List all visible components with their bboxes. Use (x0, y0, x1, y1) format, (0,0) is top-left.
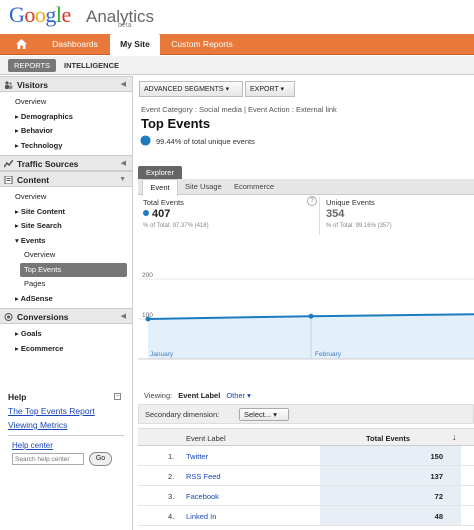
help-link-top-events[interactable]: The Top Events Report (8, 406, 95, 416)
dropdown-arrow-icon: ▾ (280, 86, 284, 93)
sidebar-section-traffic-sources[interactable]: Traffic Sources ◀ (0, 155, 132, 171)
tab-site-usage[interactable]: Site Usage (185, 182, 222, 191)
metric-total-events[interactable]: Total Events 407 % of Total: 97.37% (418… (138, 197, 320, 235)
viewing-event-label[interactable]: Event Label (178, 391, 221, 400)
table-row: 3. Facebook 72 (138, 486, 474, 506)
sidebar-item-technology[interactable]: ▸ Technology (15, 140, 63, 150)
sidebar-item-demographics[interactable]: ▸ Demographics (15, 111, 73, 121)
intelligence-tab[interactable]: INTELLIGENCE (64, 61, 120, 70)
viewing-bar: Viewing: Event Label Other ▾ (144, 391, 251, 400)
x-tick-label: February (315, 351, 342, 358)
secondary-dimension-select[interactable]: Select... ▾ (239, 408, 289, 421)
dropdown-arrow-icon: ▾ (225, 86, 230, 93)
sidebar-section-content[interactable]: Content ▼ (0, 171, 132, 187)
sidebar-item-events[interactable]: ▾ Events (15, 235, 46, 245)
sidebar-item-site-search[interactable]: ▸ Site Search (15, 221, 62, 230)
table-row: 2. RSS Feed 137 (138, 466, 474, 486)
event-label-link[interactable]: Twitter (186, 452, 209, 461)
conversions-icon (4, 313, 13, 321)
main-nav: Dashboards My Site Custom Reports (0, 34, 474, 56)
beta-badge: beta (118, 22, 132, 29)
explorer-tab[interactable]: Explorer (138, 166, 182, 179)
y-tick-label: 100 (142, 312, 153, 319)
minimize-icon[interactable]: – (114, 393, 121, 400)
tab-ecommerce[interactable]: Ecommerce (234, 182, 275, 191)
column-event-label[interactable]: Event Label (186, 434, 226, 443)
sidebar: Visitors ◀ Overview ▸ Demographics ▸ Beh… (0, 76, 133, 530)
sidebar-item-ecommerce[interactable]: ▸ Ecommerce (15, 343, 64, 353)
sidebar-item-adsense[interactable]: ▸ AdSense (15, 293, 53, 303)
sort-desc-icon[interactable]: ↓ (452, 432, 457, 442)
y-tick-label: 200 (142, 272, 153, 279)
traffic-icon (4, 160, 13, 168)
product-name: Analytics (86, 7, 155, 26)
sidebar-item-visitors-overview[interactable]: Overview (15, 97, 47, 106)
data-point (308, 313, 314, 319)
pie-icon (140, 135, 151, 146)
events-chart[interactable]: 200 100 January February (138, 259, 474, 373)
google-logo[interactable]: Google (9, 2, 71, 27)
viewing-other-dropdown[interactable]: Other ▾ (226, 391, 251, 400)
go-button[interactable]: Go (89, 452, 112, 466)
reports-tab[interactable]: REPORTS (8, 59, 56, 72)
sidebar-item-site-content[interactable]: ▸ Site Content (15, 206, 66, 216)
sidebar-item-behavior[interactable]: ▸ Behavior (15, 126, 53, 135)
table-row: 4. Linked In 48 (138, 506, 474, 526)
page-title: Top Events (141, 116, 211, 131)
sidebar-item-events-overview[interactable]: Overview (24, 250, 56, 259)
event-label-link[interactable]: Facebook (186, 492, 219, 501)
collapse-icon[interactable]: ◀ (120, 313, 126, 320)
divider (8, 435, 124, 436)
percent-total: 99.44% of total unique events (156, 137, 255, 146)
event-label-link[interactable]: Linked In (186, 512, 217, 521)
series-dot (143, 210, 149, 216)
tab-event[interactable]: Event (142, 179, 178, 196)
advanced-segments-button[interactable]: ADVANCED SEGMENTS ▾ (139, 81, 243, 97)
x-tick-label: January (150, 351, 174, 358)
people-icon (5, 81, 13, 89)
main-content: ADVANCED SEGMENTS ▾ EXPORT ▾ Event Categ… (134, 76, 474, 530)
collapse-icon[interactable]: ◀ (120, 81, 126, 88)
help-title: Help (8, 392, 27, 402)
tab-dashboards[interactable]: Dashboards (52, 39, 98, 49)
report-tabs: Event Site Usage Ecommerce (138, 179, 474, 196)
sub-nav: REPORTS INTELLIGENCE (0, 56, 474, 75)
sidebar-item-content-overview[interactable]: Overview (15, 192, 47, 201)
home-button[interactable] (8, 34, 34, 55)
tab-my-site[interactable]: My Site (110, 34, 160, 56)
tab-custom-reports[interactable]: Custom Reports (171, 39, 233, 49)
breadcrumb: Event Category : Social media | Event Ac… (141, 105, 337, 114)
home-icon (15, 39, 27, 49)
sidebar-item-pages[interactable]: Pages (24, 279, 46, 288)
secondary-dimension-bar: Secondary dimension: Select... ▾ (138, 404, 474, 424)
expand-icon[interactable]: ▼ (119, 176, 126, 183)
sidebar-item-top-events[interactable]: Top Events (20, 262, 127, 277)
column-total-events[interactable]: Total Events (366, 434, 411, 443)
metric-unique-events[interactable]: Unique Events 354 % of Total: 99.16% (35… (326, 198, 392, 229)
export-button[interactable]: EXPORT ▾ (245, 81, 295, 97)
collapse-icon[interactable]: ◀ (120, 160, 126, 167)
help-center-link[interactable]: Help center (12, 441, 53, 450)
sidebar-item-goals[interactable]: ▸ Goals (15, 329, 42, 338)
help-search-input[interactable] (12, 453, 84, 465)
sidebar-section-visitors[interactable]: Visitors ◀ (0, 76, 132, 92)
dropdown-arrow-icon: ▾ (273, 410, 277, 419)
table-row: 1. Twitter 150 (138, 446, 474, 466)
data-point (145, 316, 151, 322)
logo-bar: Google Analytics beta (0, 0, 474, 33)
help-link-viewing-metrics[interactable]: Viewing Metrics (8, 420, 68, 430)
table-header: Event Label Total Events ↓ (138, 428, 474, 446)
help-icon[interactable]: ? (307, 196, 317, 206)
content-icon (4, 176, 13, 184)
event-label-link[interactable]: RSS Feed (186, 472, 221, 481)
sidebar-section-conversions[interactable]: Conversions ◀ (0, 308, 132, 324)
